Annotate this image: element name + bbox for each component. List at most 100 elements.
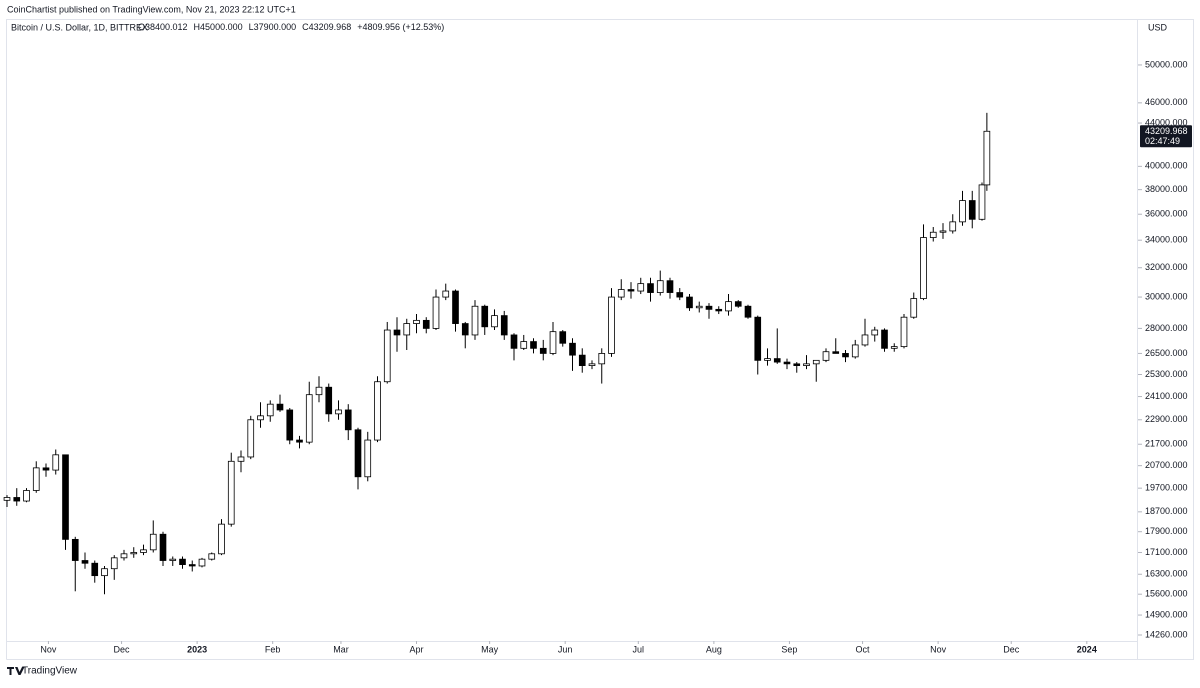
candle-body <box>374 381 381 441</box>
candle-body <box>725 301 732 312</box>
ohlc-value: C43209.968 <box>302 22 351 32</box>
y-tick-label: 28000.000 <box>1145 323 1188 333</box>
candle-body <box>500 315 508 336</box>
candle <box>656 270 664 296</box>
candle <box>983 112 991 191</box>
candle <box>42 463 50 477</box>
candle-body <box>851 344 859 358</box>
y-tick-label: 44000.000 <box>1145 117 1188 127</box>
y-tick-label: 17900.000 <box>1145 526 1188 536</box>
ohlc-value: L37900.000 <box>249 22 297 32</box>
candle <box>130 547 138 558</box>
candle <box>890 343 898 352</box>
candle-body <box>773 358 781 363</box>
candle-body <box>335 409 342 415</box>
candle <box>3 495 11 508</box>
candle-body <box>3 497 11 501</box>
y-tick-label: 34000.000 <box>1145 235 1188 245</box>
candle <box>276 394 284 412</box>
candle <box>188 560 196 572</box>
candle-body <box>832 351 840 354</box>
candle-body <box>530 341 537 349</box>
candle-body <box>588 363 596 366</box>
x-tick-label: Sep <box>781 644 797 654</box>
candle-body <box>159 533 167 561</box>
candle <box>71 536 79 592</box>
candle <box>978 182 986 221</box>
candle-body <box>101 568 108 577</box>
candle <box>812 359 820 382</box>
candle <box>442 283 450 301</box>
plot-area <box>3 112 991 595</box>
candle <box>627 282 635 299</box>
candle-body <box>452 290 459 324</box>
candle-body <box>871 329 879 336</box>
candle-body <box>939 230 947 233</box>
candle <box>773 328 781 364</box>
candle-body <box>81 560 89 564</box>
y-tick-label: 22900.000 <box>1145 414 1188 424</box>
candle-body <box>598 353 606 365</box>
candle-body <box>920 237 927 299</box>
y-tick-label: 24100.000 <box>1145 391 1188 401</box>
candle-body <box>822 351 830 361</box>
candle-body <box>983 130 991 186</box>
candle-body <box>715 308 723 312</box>
candle <box>686 294 693 311</box>
candle-body <box>149 533 157 551</box>
candle <box>861 318 869 347</box>
candle-body <box>764 358 771 361</box>
candle <box>32 461 40 493</box>
candle-body <box>120 553 128 559</box>
candle-body <box>305 394 313 443</box>
candle <box>374 376 381 443</box>
candle-body <box>296 439 303 443</box>
candle <box>705 303 713 319</box>
candle-body <box>23 490 30 502</box>
y-tick-label: 20700.000 <box>1145 460 1188 470</box>
y-tick-label: 30000.000 <box>1145 291 1188 301</box>
candle <box>452 289 459 332</box>
symbol-title: Bitcoin / U.S. Dollar, 1D, BITTREX <box>11 22 148 32</box>
candle <box>666 277 674 299</box>
candle <box>549 321 557 356</box>
candle-body <box>656 280 664 293</box>
candle <box>383 321 391 384</box>
candle <box>783 358 791 370</box>
x-tick-label: Mar <box>333 644 349 654</box>
candle <box>179 556 186 569</box>
candle-body <box>608 296 615 354</box>
candle <box>637 277 645 295</box>
candle-body <box>578 354 586 366</box>
ohlc-value: H45000.000 <box>194 22 243 32</box>
candle-body <box>188 564 196 567</box>
candle <box>539 339 547 361</box>
candle <box>432 289 440 331</box>
candle-body <box>861 334 869 346</box>
candle <box>198 557 206 568</box>
candle <box>52 449 60 475</box>
candle-body <box>637 283 645 292</box>
candle-body <box>491 315 498 328</box>
candle <box>413 314 420 334</box>
candle <box>617 279 625 301</box>
candle <box>149 520 157 553</box>
candle-body <box>754 316 762 361</box>
candle <box>296 435 303 449</box>
candle-body <box>276 403 284 411</box>
candle-body <box>520 341 528 349</box>
candle-body <box>403 323 411 336</box>
candle-body <box>559 331 567 344</box>
candle <box>81 552 89 569</box>
candle <box>286 408 294 445</box>
candle-body <box>208 553 216 560</box>
candle <box>910 292 918 319</box>
candle-body <box>169 558 177 561</box>
candle-body <box>325 386 333 415</box>
candle <box>110 555 118 580</box>
candle-body <box>471 305 479 336</box>
candle <box>227 452 235 527</box>
candle-body <box>257 415 264 421</box>
candle <box>559 330 567 347</box>
x-tick-label: Jul <box>633 644 645 654</box>
